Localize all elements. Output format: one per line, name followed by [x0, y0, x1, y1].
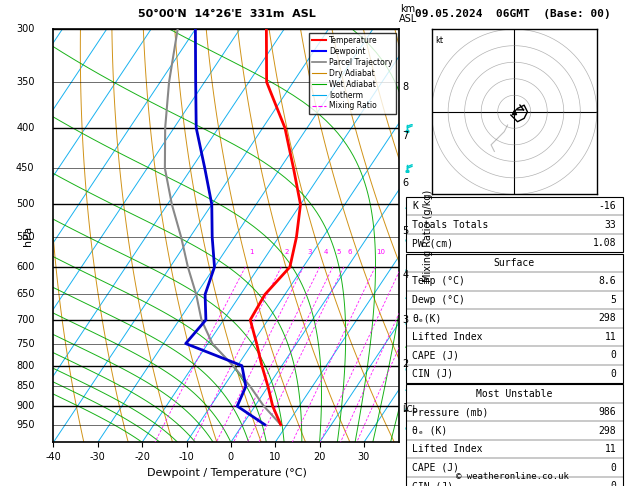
Text: 09.05.2024  06GMT  (Base: 00): 09.05.2024 06GMT (Base: 00)	[415, 9, 611, 19]
Text: 5: 5	[403, 226, 409, 236]
Text: 600: 600	[16, 262, 35, 272]
Text: 1: 1	[249, 249, 253, 255]
Text: 8: 8	[403, 82, 409, 92]
Text: PW (cm): PW (cm)	[412, 238, 454, 248]
Text: 4: 4	[323, 249, 328, 255]
Text: Most Unstable: Most Unstable	[476, 389, 552, 399]
Legend: Temperature, Dewpoint, Parcel Trajectory, Dry Adiabat, Wet Adiabat, Isotherm, Mi: Temperature, Dewpoint, Parcel Trajectory…	[309, 33, 396, 114]
Text: 3: 3	[307, 249, 311, 255]
Text: 750: 750	[16, 339, 35, 348]
Text: 350: 350	[16, 77, 35, 87]
Text: 5: 5	[610, 295, 616, 305]
Text: 11: 11	[604, 332, 616, 342]
Text: 6: 6	[403, 178, 409, 188]
X-axis label: Dewpoint / Temperature (°C): Dewpoint / Temperature (°C)	[147, 468, 306, 478]
Text: θₑ(K): θₑ(K)	[412, 313, 442, 323]
Text: km
ASL: km ASL	[398, 3, 417, 24]
Text: Dewp (°C): Dewp (°C)	[412, 295, 465, 305]
Text: Pressure (mb): Pressure (mb)	[412, 407, 489, 417]
Text: -16: -16	[599, 201, 616, 211]
Text: 300: 300	[16, 24, 35, 34]
Text: 800: 800	[16, 361, 35, 371]
Text: 986: 986	[599, 407, 616, 417]
Text: 298: 298	[599, 426, 616, 435]
Text: 650: 650	[16, 290, 35, 299]
Text: CAPE (J): CAPE (J)	[412, 463, 459, 472]
Text: 700: 700	[16, 315, 35, 325]
Text: 5: 5	[337, 249, 341, 255]
Text: 1: 1	[403, 403, 409, 413]
Text: 2: 2	[285, 249, 289, 255]
Text: 550: 550	[16, 232, 35, 242]
Text: 500: 500	[16, 199, 35, 209]
Text: 850: 850	[16, 382, 35, 392]
Text: © weatheronline.co.uk: © weatheronline.co.uk	[456, 472, 569, 481]
Text: K: K	[412, 201, 418, 211]
Text: 10: 10	[376, 249, 385, 255]
Text: Totals Totals: Totals Totals	[412, 220, 489, 229]
Text: 3: 3	[403, 315, 409, 325]
Text: CIN (J): CIN (J)	[412, 369, 454, 379]
Text: 50°00'N  14°26'E  331m  ASL: 50°00'N 14°26'E 331m ASL	[138, 9, 315, 19]
Text: CIN (J): CIN (J)	[412, 481, 454, 486]
Text: 2: 2	[403, 359, 409, 368]
Text: 400: 400	[16, 123, 35, 133]
Text: θₑ (K): θₑ (K)	[412, 426, 447, 435]
Text: CAPE (J): CAPE (J)	[412, 350, 459, 360]
Text: 11: 11	[604, 444, 616, 454]
Text: 8.6: 8.6	[599, 277, 616, 286]
Text: Mixing Ratio (g/kg): Mixing Ratio (g/kg)	[423, 190, 433, 282]
Text: 450: 450	[16, 163, 35, 174]
Text: 33: 33	[604, 220, 616, 229]
Text: 0: 0	[610, 481, 616, 486]
Text: kt: kt	[435, 36, 443, 45]
Text: Temp (°C): Temp (°C)	[412, 277, 465, 286]
Text: 950: 950	[16, 419, 35, 430]
Text: Surface: Surface	[494, 258, 535, 268]
Text: 900: 900	[16, 401, 35, 411]
Text: 298: 298	[599, 313, 616, 323]
Text: 0: 0	[610, 350, 616, 360]
Text: Lifted Index: Lifted Index	[412, 332, 482, 342]
Text: 0: 0	[610, 369, 616, 379]
Text: 0: 0	[610, 463, 616, 472]
Text: hPa: hPa	[23, 226, 33, 246]
Text: 7: 7	[403, 131, 409, 141]
Text: 6: 6	[347, 249, 352, 255]
Text: LCL: LCL	[403, 405, 418, 415]
Text: Lifted Index: Lifted Index	[412, 444, 482, 454]
Text: 4: 4	[403, 271, 409, 280]
Text: 1.08: 1.08	[593, 238, 616, 248]
